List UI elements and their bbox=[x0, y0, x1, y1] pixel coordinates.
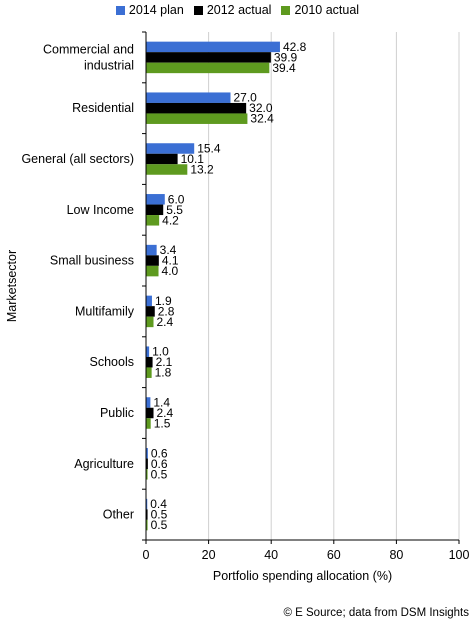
bar-0-2 bbox=[146, 143, 195, 154]
data-label-0-9: 0.4 bbox=[150, 497, 167, 511]
legend-item-2014-plan: 2014 plan bbox=[115, 3, 184, 17]
data-label-2-8: 0.5 bbox=[151, 467, 168, 481]
bar-2-0 bbox=[146, 62, 270, 74]
bar-1-5 bbox=[146, 306, 155, 317]
data-label-1-4: 4.1 bbox=[162, 254, 179, 268]
category-label-line-0-0: Commercial and bbox=[43, 42, 134, 56]
data-label-1-3: 5.5 bbox=[166, 203, 183, 217]
bar-1-8 bbox=[146, 458, 148, 470]
data-label-2-0: 39.4 bbox=[272, 61, 296, 75]
data-label-0-4: 3.4 bbox=[160, 243, 177, 257]
category-label-9: Other bbox=[103, 508, 134, 522]
data-label-2-1: 32.4 bbox=[250, 112, 274, 126]
bar-2-4 bbox=[146, 265, 159, 277]
legend-label-2010-actual: 2010 actual bbox=[294, 3, 360, 17]
legend-label-2014-plan: 2014 plan bbox=[128, 3, 184, 17]
data-label-2-5: 2.4 bbox=[157, 315, 174, 329]
data-label-0-6: 1.0 bbox=[152, 345, 169, 359]
bar-0-8 bbox=[146, 448, 148, 459]
data-label-0-0: 42.8 bbox=[283, 40, 307, 54]
bar-2-9 bbox=[146, 519, 148, 531]
data-label-0-5: 1.9 bbox=[155, 294, 172, 308]
legend-item-2010-actual: 2010 actual bbox=[281, 3, 359, 17]
category-label-0: Commercial and industrial bbox=[43, 42, 134, 72]
bar-0-9 bbox=[146, 498, 148, 510]
data-label-0-1: 27.0 bbox=[234, 91, 258, 105]
bar-2-3 bbox=[146, 215, 160, 226]
data-label-0-8: 0.6 bbox=[151, 446, 168, 460]
y-axis-title: Marketsector bbox=[5, 250, 19, 322]
bar-0-0 bbox=[146, 41, 280, 53]
bar-2-2 bbox=[146, 164, 188, 175]
bar-2-1 bbox=[146, 113, 248, 124]
bar-0-3 bbox=[146, 194, 165, 205]
category-label-4: Small business bbox=[50, 254, 134, 268]
data-label-1-9: 0.5 bbox=[151, 508, 168, 522]
bar-0-5 bbox=[146, 295, 152, 307]
bar-2-6 bbox=[146, 367, 152, 378]
chart-legend: 2014 plan 2012 actual 2010 actual bbox=[0, 3, 475, 17]
category-label-2: General (all sectors) bbox=[21, 152, 134, 166]
bar-1-3 bbox=[146, 204, 164, 216]
category-label-3: Low Income bbox=[67, 203, 134, 217]
data-label-0-7: 1.4 bbox=[153, 396, 170, 410]
legend-item-2012-actual: 2012 actual bbox=[193, 3, 272, 17]
bar-1-9 bbox=[146, 509, 148, 520]
category-label-6: Schools bbox=[90, 355, 134, 369]
x-axis-title: Portfolio spending allocation (%) bbox=[213, 569, 392, 583]
category-label-1: Residential bbox=[72, 101, 134, 115]
bar-0-1 bbox=[146, 92, 231, 103]
bar-1-2 bbox=[146, 153, 178, 165]
data-label-1-2: 10.1 bbox=[181, 152, 205, 166]
data-label-2-3: 4.2 bbox=[162, 213, 179, 227]
data-label-1-1: 32.0 bbox=[249, 101, 273, 115]
data-label-0-2: 15.4 bbox=[197, 142, 221, 156]
x-tick-label-4: 80 bbox=[389, 548, 403, 562]
data-label-2-6: 1.8 bbox=[155, 366, 172, 380]
x-tick-label-3: 60 bbox=[327, 548, 341, 562]
x-tick-label-2: 40 bbox=[264, 548, 278, 562]
x-tick-label-5: 100 bbox=[449, 548, 470, 562]
category-label-8: Agriculture bbox=[74, 457, 134, 471]
bar-2-7 bbox=[146, 418, 151, 429]
legend-swatch-2010-actual bbox=[281, 5, 291, 15]
data-label-1-5: 2.8 bbox=[158, 304, 175, 318]
source-note: © E Source; data from DSM Insights bbox=[283, 607, 469, 619]
category-label-7: Public bbox=[100, 406, 134, 420]
bar-1-4 bbox=[146, 255, 159, 266]
bar-1-1 bbox=[146, 102, 247, 114]
x-tick-label-0: 0 bbox=[143, 548, 150, 562]
bar-1-0 bbox=[146, 52, 271, 63]
data-label-1-0: 39.9 bbox=[274, 50, 298, 64]
bar-1-6 bbox=[146, 356, 153, 368]
category-label-5: Multifamily bbox=[75, 304, 135, 318]
bar-0-7 bbox=[146, 397, 151, 408]
bar-0-4 bbox=[146, 244, 157, 256]
bar-1-7 bbox=[146, 407, 154, 419]
bar-2-5 bbox=[146, 316, 154, 328]
legend-swatch-2012-actual bbox=[193, 5, 203, 15]
data-label-2-7: 1.5 bbox=[154, 417, 171, 431]
data-label-2-2: 13.2 bbox=[190, 163, 214, 177]
bar-2-8 bbox=[146, 469, 148, 480]
data-label-2-4: 4.0 bbox=[162, 264, 179, 278]
legend-label-2012-actual: 2012 actual bbox=[206, 3, 272, 17]
data-label-1-8: 0.6 bbox=[151, 457, 168, 471]
data-label-2-9: 0.5 bbox=[151, 518, 168, 532]
legend-swatch-2014-plan bbox=[115, 5, 125, 15]
data-label-0-3: 6.0 bbox=[168, 192, 185, 206]
bar-0-6 bbox=[146, 346, 150, 357]
category-label-line-0-1: industrial bbox=[84, 58, 134, 72]
data-label-1-6: 2.1 bbox=[156, 355, 173, 369]
data-label-1-7: 2.4 bbox=[157, 406, 174, 420]
x-tick-label-1: 20 bbox=[202, 548, 216, 562]
